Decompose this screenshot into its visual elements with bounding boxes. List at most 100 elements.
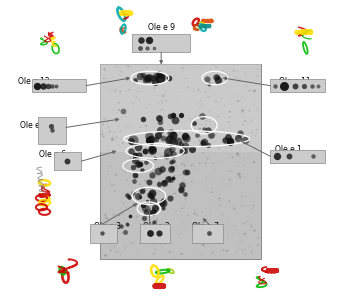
Point xyxy=(149,84,154,89)
Point xyxy=(148,102,153,107)
Point xyxy=(234,95,239,100)
Point xyxy=(232,106,238,111)
Point xyxy=(176,97,182,102)
Point xyxy=(177,130,183,135)
Point xyxy=(118,209,124,214)
Point xyxy=(253,181,259,185)
Point xyxy=(139,139,145,144)
Point xyxy=(245,235,250,240)
Point xyxy=(145,191,150,196)
Point xyxy=(187,179,193,184)
Point xyxy=(126,248,132,253)
FancyBboxPatch shape xyxy=(32,79,86,92)
Point xyxy=(205,128,211,133)
Point xyxy=(166,177,171,181)
Point xyxy=(235,211,240,216)
Point xyxy=(183,196,188,201)
Point xyxy=(182,170,188,175)
Point xyxy=(117,144,123,149)
Point xyxy=(187,116,193,121)
Point xyxy=(114,122,120,127)
Point xyxy=(167,250,172,255)
Point xyxy=(178,83,184,87)
Point xyxy=(252,90,258,95)
Point xyxy=(251,200,257,204)
Point xyxy=(105,120,111,125)
Point xyxy=(106,124,111,129)
Point xyxy=(157,70,162,75)
Point xyxy=(130,189,136,194)
Point xyxy=(158,120,163,125)
Point xyxy=(143,123,149,128)
Point xyxy=(150,221,155,226)
FancyBboxPatch shape xyxy=(140,224,170,243)
Point xyxy=(158,189,163,194)
Point xyxy=(214,78,220,83)
Point xyxy=(150,243,155,248)
Point xyxy=(158,79,163,84)
Point xyxy=(145,192,150,196)
Point xyxy=(119,69,124,74)
Point xyxy=(150,195,155,200)
Point xyxy=(124,88,130,93)
Point xyxy=(152,251,158,255)
Point xyxy=(251,96,256,101)
Point xyxy=(153,191,158,196)
Point xyxy=(156,181,162,186)
Point xyxy=(240,107,246,112)
Point xyxy=(172,118,178,123)
Point xyxy=(216,236,221,241)
Point xyxy=(140,74,146,79)
Point xyxy=(201,243,206,248)
Point xyxy=(210,70,216,75)
Point xyxy=(202,74,207,79)
Point xyxy=(116,102,121,107)
Point xyxy=(252,243,257,247)
Point xyxy=(216,196,222,201)
Point xyxy=(185,213,191,218)
Point xyxy=(130,138,136,142)
Point xyxy=(210,80,215,85)
Point xyxy=(160,201,166,206)
Point xyxy=(189,162,195,167)
Point xyxy=(125,196,130,200)
Point xyxy=(166,211,172,216)
Point xyxy=(166,75,172,80)
Point xyxy=(160,124,166,129)
Point xyxy=(121,84,127,89)
Point xyxy=(254,74,260,79)
Point xyxy=(149,146,155,151)
Point xyxy=(222,138,228,142)
Point xyxy=(225,76,231,80)
Point xyxy=(205,184,210,189)
Point xyxy=(233,144,239,149)
Point xyxy=(182,179,187,184)
Point xyxy=(217,198,223,203)
Point xyxy=(128,123,134,128)
Point xyxy=(244,219,250,224)
Point xyxy=(139,116,145,121)
Point xyxy=(134,174,140,179)
Point xyxy=(103,132,108,137)
Point xyxy=(233,249,238,254)
Point xyxy=(251,88,257,93)
Point xyxy=(111,220,117,225)
Point xyxy=(117,71,123,76)
Point xyxy=(236,247,241,252)
Point xyxy=(255,243,261,247)
Point xyxy=(137,165,143,169)
Point xyxy=(233,251,239,256)
Point xyxy=(126,125,132,130)
Point xyxy=(170,148,176,153)
Text: Ole e 12: Ole e 12 xyxy=(18,77,50,86)
Point xyxy=(126,87,132,92)
Point xyxy=(228,140,233,145)
Point xyxy=(140,189,145,194)
Point xyxy=(124,204,130,209)
Point xyxy=(210,251,216,255)
Point xyxy=(154,115,160,120)
Point xyxy=(145,87,150,92)
Point xyxy=(206,95,211,99)
Point xyxy=(139,37,144,42)
Point xyxy=(226,153,232,158)
